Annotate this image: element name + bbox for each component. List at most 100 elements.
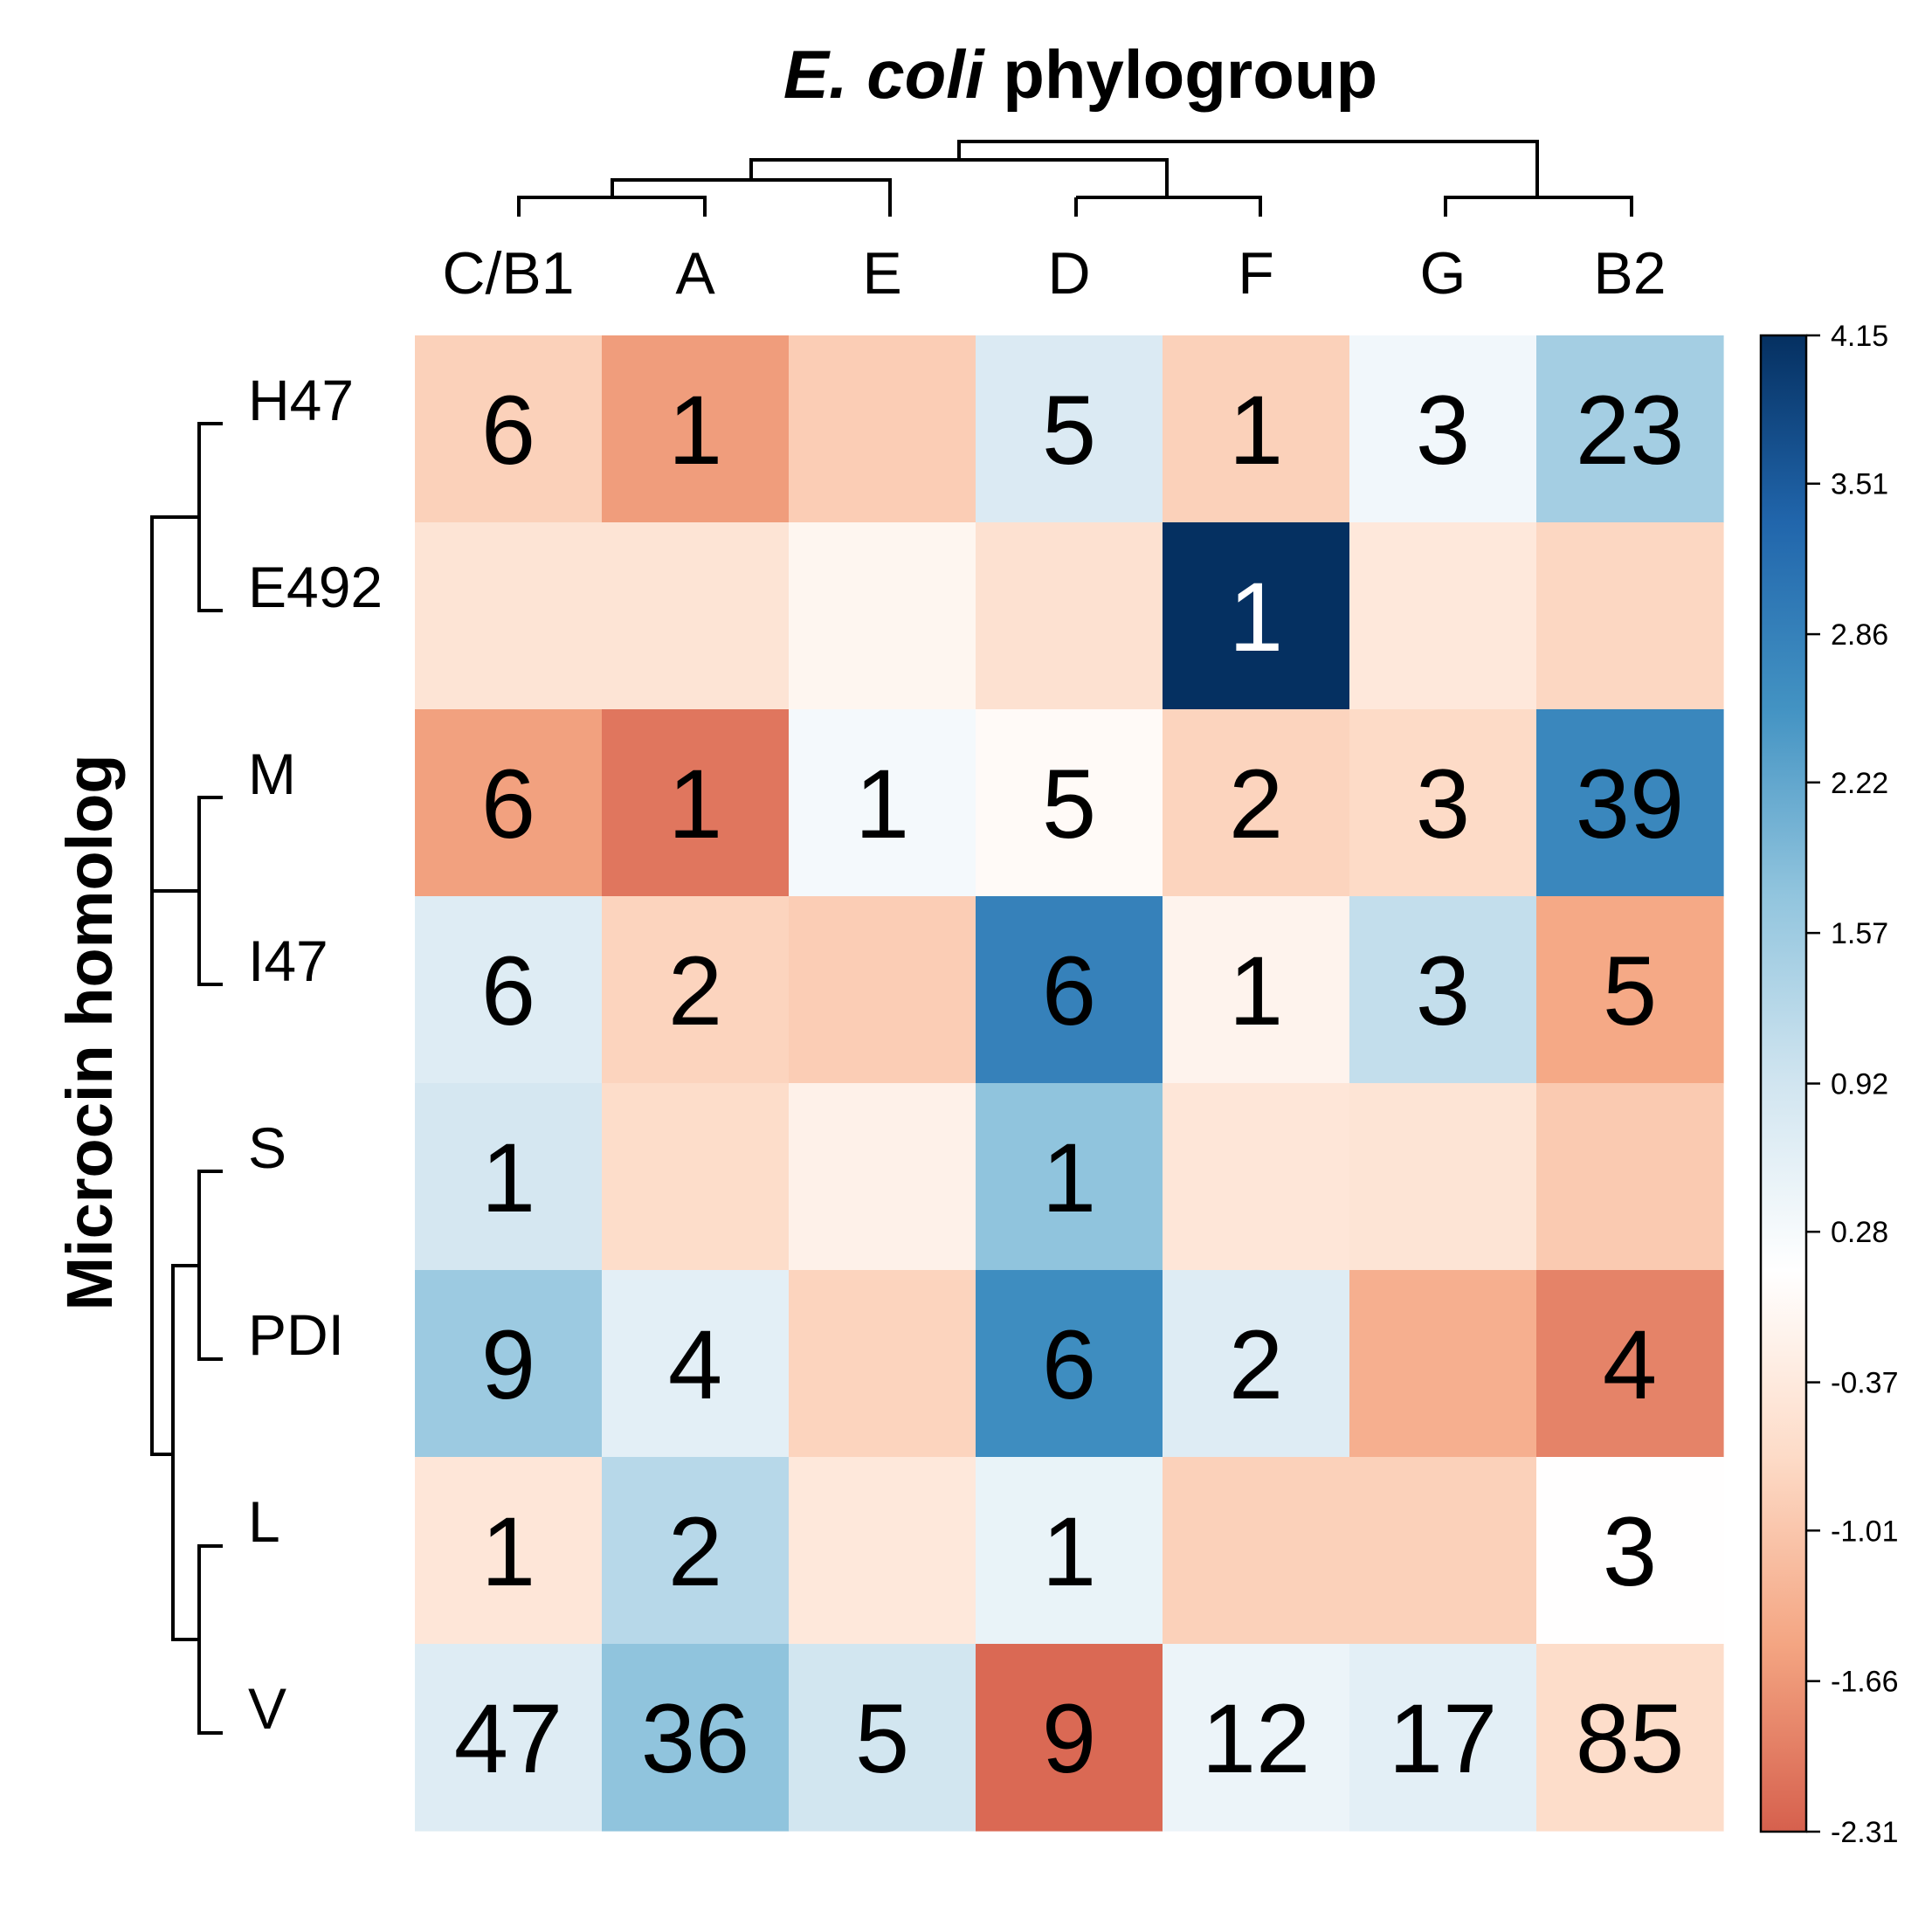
cell-count-label: 3 xyxy=(1416,936,1470,1046)
heatmap-cell xyxy=(602,1270,790,1458)
colorbar-tick-label: 0.28 xyxy=(1831,1216,1888,1249)
heatmap-cell xyxy=(1536,1270,1724,1458)
cell-count-label: 9 xyxy=(481,1310,535,1419)
heatmap-cell xyxy=(976,1083,1163,1271)
heatmap-cell xyxy=(976,335,1163,523)
cell-count-label: 1 xyxy=(481,1123,535,1232)
cell-count-label: 6 xyxy=(481,376,535,485)
heatmap-cell xyxy=(1536,1457,1724,1645)
cell-count-label: 1 xyxy=(1229,376,1283,485)
colorbar-tick-label: -0.37 xyxy=(1831,1367,1899,1400)
cell-count-label: 23 xyxy=(1576,376,1685,485)
cell-count-label: 1 xyxy=(668,749,722,859)
heatmap-cell xyxy=(602,1457,790,1645)
colorbar: 4.15 3.51 2.86 2.22 1.57 0.92 0.28 -0.37 -1.01 -1… xyxy=(1759,320,1899,1849)
column-label: A xyxy=(675,240,715,307)
row-dendrogram-branches xyxy=(150,422,223,1735)
cell-count-label: 5 xyxy=(1603,936,1657,1046)
heatmap-cell xyxy=(415,522,603,710)
cell-count-label: 6 xyxy=(481,749,535,859)
row-label: H47 xyxy=(248,368,354,432)
heatmap-cell xyxy=(415,1083,603,1271)
cell-count-label: 3 xyxy=(1416,376,1470,485)
row-label: E492 xyxy=(248,555,383,619)
heatmap-cell xyxy=(415,1644,603,1832)
colorbar-tick-label: -2.31 xyxy=(1831,1816,1899,1849)
heatmap-cell xyxy=(1349,1270,1537,1458)
cell-count-label: 4 xyxy=(1603,1310,1657,1419)
row-label: V xyxy=(248,1676,286,1741)
colorbar-tick-label: -1.66 xyxy=(1831,1666,1899,1699)
heatmap-cell xyxy=(415,709,603,897)
heatmap-cell xyxy=(789,1457,976,1645)
column-dendrogram-branches xyxy=(517,140,1633,217)
heatmap-cell xyxy=(1163,1457,1350,1645)
heatmap-cell xyxy=(976,1457,1163,1645)
heatmap-cell xyxy=(1163,709,1350,897)
heatmap-cell xyxy=(602,335,790,523)
heatmap-cell xyxy=(1163,896,1350,1084)
heatmap-cell xyxy=(1349,709,1537,897)
cell-count-label: 39 xyxy=(1576,749,1685,859)
heatmap-cell xyxy=(1163,1644,1350,1832)
heatmap-cells xyxy=(415,335,1724,1832)
cell-count-label: 1 xyxy=(481,1497,535,1606)
heatmap-cell xyxy=(602,1644,790,1832)
chart-title: E. coli phylogroup xyxy=(783,36,1377,113)
heatmap-cell xyxy=(1536,1644,1724,1832)
column-label: G xyxy=(1420,240,1466,307)
heatmap-cell xyxy=(1163,1270,1350,1458)
heatmap-cell xyxy=(976,1270,1163,1458)
column-label: C/B1 xyxy=(442,240,574,307)
row-label: PDI xyxy=(248,1302,344,1367)
column-labels: C/B1 A E D F G B2 xyxy=(442,240,1666,307)
colorbar-tick-label: 3.51 xyxy=(1831,468,1888,501)
cell-count-label: 3 xyxy=(1416,749,1470,859)
colorbar-gradient xyxy=(1759,334,1808,1833)
cell-count-label: 17 xyxy=(1389,1684,1498,1793)
heatmap-cell xyxy=(1349,1644,1537,1832)
heatmap-cell xyxy=(789,522,976,710)
heatmap-cell xyxy=(1349,1083,1537,1271)
cell-count-label: 6 xyxy=(1042,936,1096,1046)
colorbar-tick-label: 2.22 xyxy=(1831,767,1888,800)
heatmap-cell xyxy=(976,709,1163,897)
column-label: F xyxy=(1238,240,1274,307)
heatmap-cell xyxy=(1349,1457,1537,1645)
cell-count-label: 4 xyxy=(668,1310,722,1419)
heatmap-cell xyxy=(1349,896,1537,1084)
colorbar-tick-label: -1.01 xyxy=(1831,1515,1899,1548)
cell-count-label: 2 xyxy=(668,936,722,1046)
cell-count-label: 5 xyxy=(855,1684,909,1793)
colorbar-tick-label: 0.92 xyxy=(1831,1068,1888,1101)
heatmap-cell xyxy=(1536,709,1724,897)
heatmap-cell xyxy=(789,709,976,897)
heatmap-cell xyxy=(602,709,790,897)
chart-title-rest: phylogroup xyxy=(984,36,1378,113)
cell-count-label: 85 xyxy=(1576,1684,1685,1793)
heatmap-cell xyxy=(602,1083,790,1271)
heatmap-cell xyxy=(789,1644,976,1832)
cell-count-label: 3 xyxy=(1603,1497,1657,1606)
row-dendrogram xyxy=(150,422,223,1735)
chart-title-italic: E. coli xyxy=(783,36,985,113)
heatmap-cell xyxy=(1536,1083,1724,1271)
heatmap-cell xyxy=(976,1644,1163,1832)
heatmap-cell xyxy=(1163,335,1350,523)
cell-count-label: 1 xyxy=(1229,563,1283,672)
row-label: L xyxy=(248,1489,280,1554)
heatmap-cell xyxy=(789,335,976,523)
column-label: B2 xyxy=(1593,240,1666,307)
cell-count-label: 2 xyxy=(1229,749,1283,859)
cell-count-label: 1 xyxy=(1042,1123,1096,1232)
heatmap-cell xyxy=(415,335,603,523)
heatmap-cell xyxy=(415,896,603,1084)
heatmap-cell xyxy=(1536,335,1724,523)
row-label: S xyxy=(248,1115,286,1180)
column-dendrogram xyxy=(517,140,1633,217)
cell-count-label: 1 xyxy=(855,749,909,859)
colorbar-tick-label: 2.86 xyxy=(1831,618,1888,652)
heatmap-cell xyxy=(976,522,1163,710)
